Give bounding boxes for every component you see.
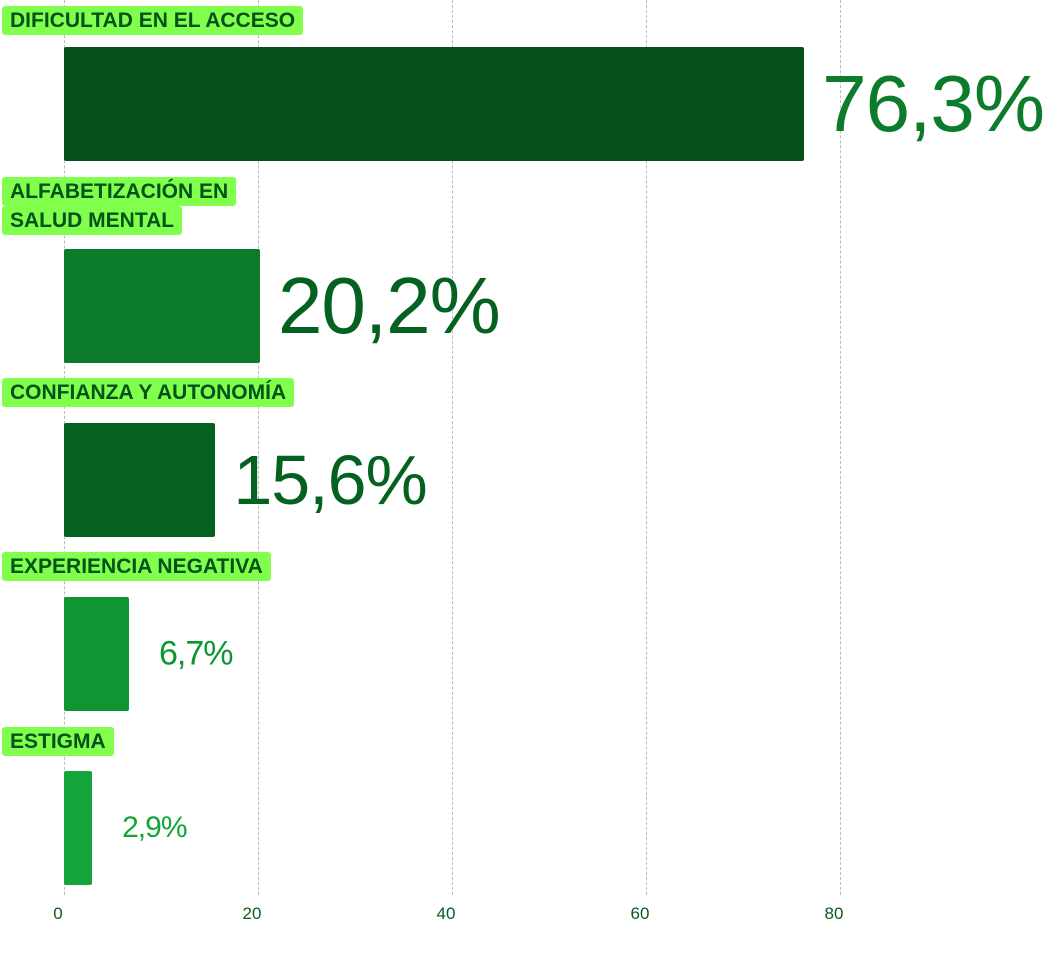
value-label: 6,7% [158, 634, 233, 673]
bar [64, 47, 805, 161]
x-tick-label: 40 [436, 904, 456, 923]
value-label: 20,2% [277, 261, 501, 350]
value-label: 15,6% [233, 441, 427, 519]
category-label: SALUD MENTAL [2, 206, 183, 235]
gridline [258, 0, 259, 895]
category-label: CONFIANZA Y AUTONOMÍA [2, 378, 295, 407]
value-label: 76,3% [822, 59, 1045, 148]
category-label: ESTIGMA [2, 727, 114, 756]
value-label: 2,9% [122, 811, 187, 844]
x-tick-label: 0 [53, 904, 63, 923]
x-tick-label: 20 [242, 904, 262, 923]
x-tick-label: 80 [824, 904, 844, 923]
category-label: EXPERIENCIA NEGATIVA [2, 552, 271, 581]
bar [64, 423, 216, 537]
gridline [840, 0, 841, 895]
x-tick-label: 60 [630, 904, 650, 923]
gridline [646, 0, 647, 895]
category-label: ALFABETIZACIÓN EN [2, 177, 237, 206]
gridline [452, 0, 453, 895]
category-label: DIFICULTAD EN EL ACCESO [2, 6, 304, 35]
bar [64, 771, 93, 885]
bar [64, 597, 129, 711]
bar [64, 249, 260, 363]
